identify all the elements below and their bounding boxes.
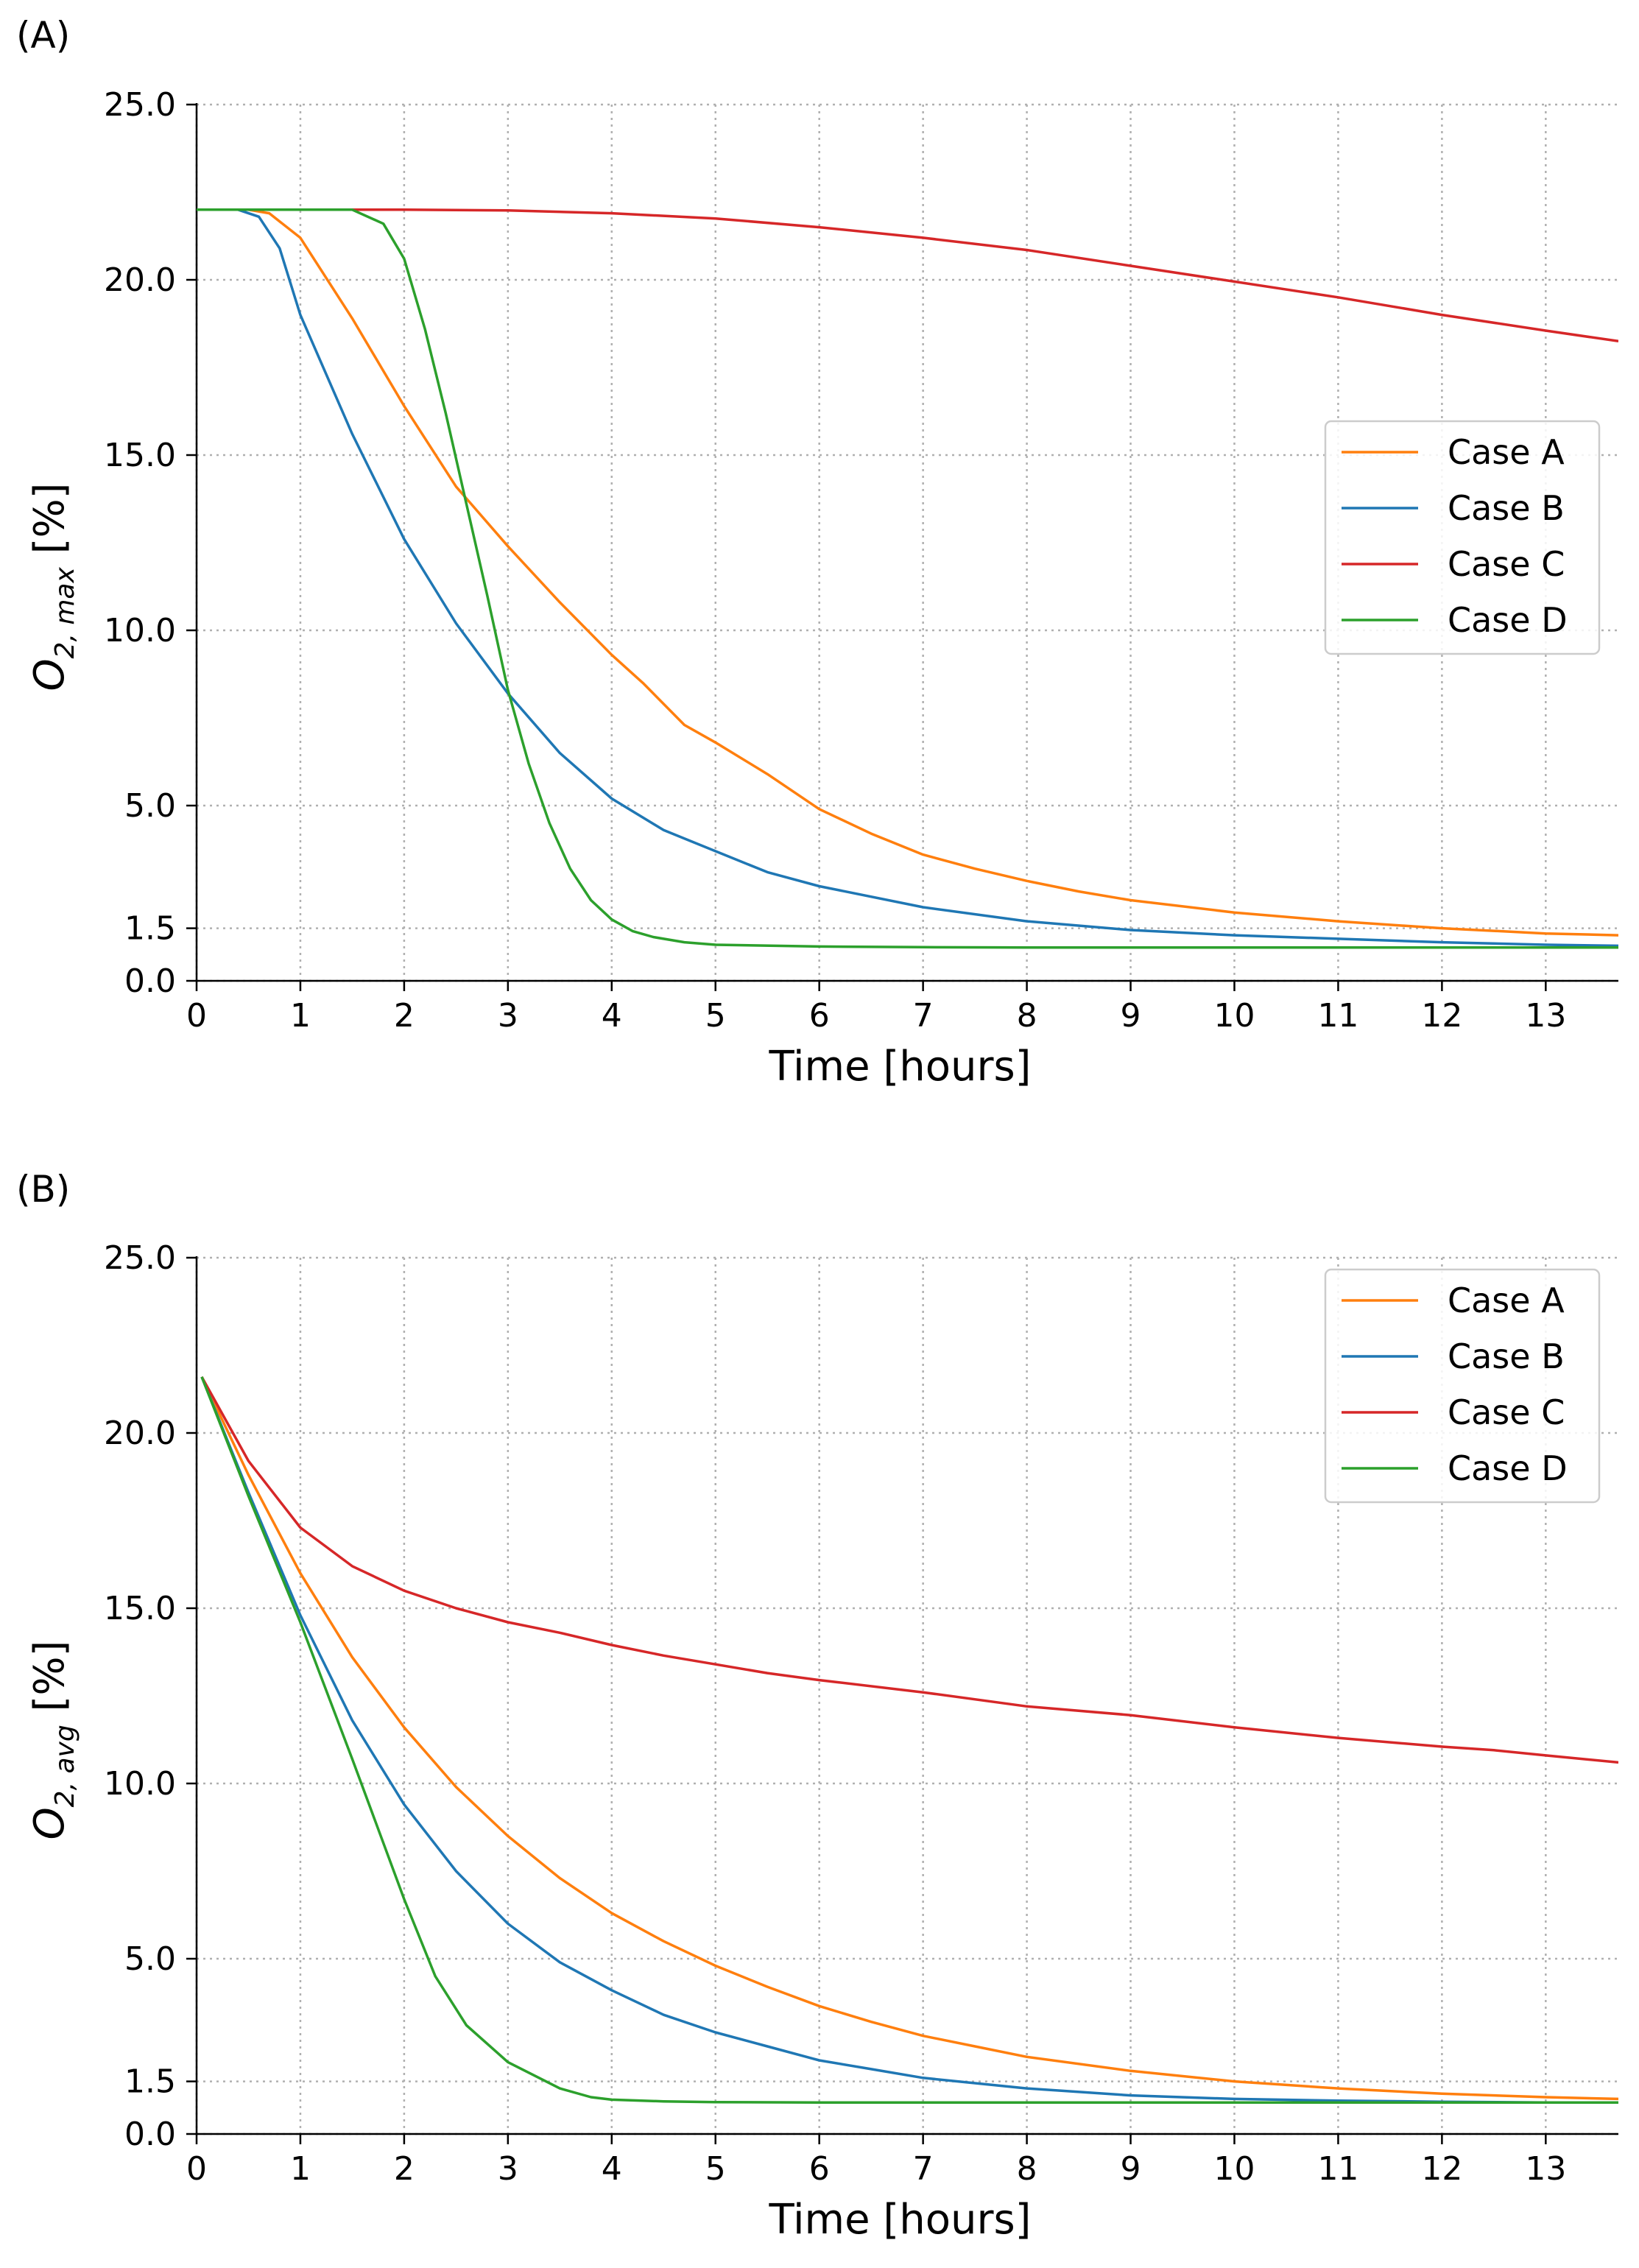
legend-label: Case D [1448,600,1568,640]
legend-label: Case C [1448,544,1565,584]
panel-label: (A) [16,14,70,57]
x-tick-label: 4 [602,997,622,1035]
x-tick-label: 3 [498,997,518,1035]
legend-label: Case B [1448,1336,1565,1376]
y-tick-label: 10.0 [104,612,176,649]
legend-label: Case C [1448,1392,1565,1432]
y-tick-label: 0.0 [124,962,176,1000]
x-tick-label: 13 [1525,2150,1566,2188]
x-tick-label: 0 [186,2150,207,2188]
x-axis-title: Time [hours] [769,1043,1032,1091]
panel-a: (A)0 1 2 3 4 5 6 7 8 9 10 11 12 130.01.55.010.015.020… [16,14,1618,1091]
series-line-case-d [200,1376,1618,2104]
series-line-case-d [197,208,1618,949]
y-tick-label: 5.0 [124,787,176,825]
series-line-case-a [197,208,1618,937]
series-line-case-a [200,1376,1618,2101]
legend-frame [1324,1268,1601,1504]
panel-b: (B)0 1 2 3 4 5 6 7 8 9 10 11 12 130.01.55.010.015.020… [16,1168,1618,2244]
legend-frame [1324,420,1601,655]
legend-label: Case A [1448,432,1565,472]
x-tick-label: 8 [1017,997,1037,1035]
legend-label: Case B [1448,488,1565,528]
x-tick-label: 5 [705,997,726,1035]
x-tick-label: 13 [1525,997,1566,1035]
legend-label: Case D [1448,1448,1568,1488]
x-tick-label: 0 [186,997,207,1035]
x-tick-label: 2 [394,2150,415,2188]
x-tick-label: 1 [290,997,311,1035]
series-line-case-b [200,1376,1618,2104]
x-tick-label: 4 [602,2150,622,2188]
x-tick-label: 12 [1421,997,1462,1035]
x-tick-label: 9 [1121,2150,1141,2188]
x-tick-label: 9 [1121,997,1141,1035]
legend: Case A Case B Case C Case D [1324,1268,1601,1504]
panel-label: (B) [16,1168,70,1211]
x-tick-label: 6 [809,2150,830,2188]
y-tick-label: 5.0 [124,1940,176,1978]
x-tick-label: 3 [498,2150,518,2188]
x-axis-title: Time [hours] [769,2196,1032,2244]
x-tick-label: 5 [705,2150,726,2188]
series-line-case-c [197,208,1618,343]
x-tick-label: 11 [1317,2150,1358,2188]
y-tick-label: 25.0 [104,86,176,124]
y-axis-title: O2, max [%] [26,482,80,691]
y-axis-title: O2, avg [%] [26,1641,80,1840]
x-tick-label: 1 [290,2150,311,2188]
x-tick-label: 12 [1421,2150,1462,2188]
y-tick-label: 15.0 [104,1590,176,1627]
series-line-case-b [197,208,1618,948]
y-tick-label: 10.0 [104,1765,176,1803]
x-tick-label: 11 [1317,997,1358,1035]
x-tick-label: 10 [1213,2150,1255,2188]
series-line-case-c [200,1376,1618,1764]
y-tick-label: 0.0 [124,2116,176,2153]
legend: Case A Case B Case C Case D [1324,420,1601,655]
x-tick-label: 2 [394,997,415,1035]
y-tick-label: 1.5 [124,2063,176,2101]
legend-label: Case A [1448,1281,1565,1320]
y-tick-label: 15.0 [104,437,176,474]
y-tick-label: 20.0 [104,1415,176,1452]
x-tick-label: 6 [809,997,830,1035]
y-tick-label: 20.0 [104,261,176,299]
x-tick-label: 10 [1213,997,1255,1035]
y-tick-label: 1.5 [124,910,176,948]
y-tick-label: 25.0 [104,1239,176,1277]
x-tick-label: 8 [1017,2150,1037,2188]
x-tick-label: 7 [913,997,934,1035]
x-tick-label: 7 [913,2150,934,2188]
